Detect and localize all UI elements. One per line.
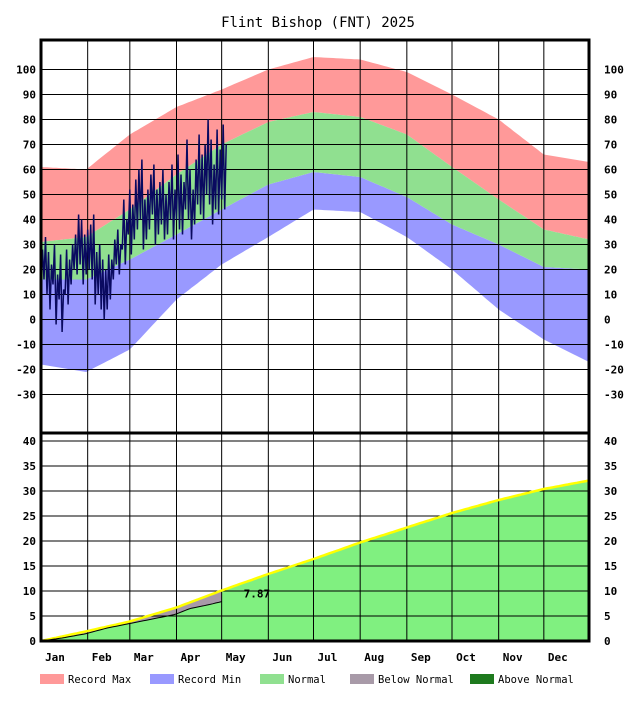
month-label: Aug [364, 651, 384, 664]
precip-tick-label-right: 35 [604, 460, 617, 473]
temp-tick-label-left: 30 [23, 239, 36, 252]
legend-label: Above Normal [498, 674, 574, 686]
temp-tick-label-left: 70 [23, 139, 36, 152]
month-label: May [226, 651, 246, 664]
precip-tick-label-left: 15 [23, 560, 36, 573]
temp-tick-label-left: 40 [23, 214, 36, 227]
temp-tick-label-left: 20 [23, 264, 36, 277]
month-label: Apr [181, 651, 201, 664]
legend-label: Below Normal [378, 674, 454, 686]
temp-tick-label-left: 100 [16, 64, 36, 77]
ytd-precip-annotation: 7.87 [244, 588, 271, 601]
temp-tick-label-left: -20 [16, 364, 36, 377]
precip-tick-label-left: 40 [23, 435, 36, 448]
precip-tick-label-left: 20 [23, 535, 36, 548]
month-label: Jul [318, 651, 338, 664]
temp-tick-label-right: 80 [604, 114, 617, 127]
legend-swatch [260, 674, 284, 684]
temp-tick-label-right: -20 [604, 364, 624, 377]
temp-tick-label-left: -30 [16, 389, 36, 402]
temp-tick-label-right: -30 [604, 389, 624, 402]
legend-label: Record Max [68, 674, 131, 686]
precip-tick-label-right: 5 [604, 610, 611, 623]
precip-tick-label-right: 20 [604, 535, 617, 548]
temp-tick-label-right: 30 [604, 239, 617, 252]
precip-tick-label-right: 10 [604, 585, 617, 598]
temp-tick-label-left: 0 [29, 314, 36, 327]
legend-swatch [470, 674, 494, 684]
month-label: Jun [272, 651, 292, 664]
precip-tick-label-left: 35 [23, 460, 36, 473]
precip-tick-label-left: 25 [23, 510, 36, 523]
legend-swatch [40, 674, 64, 684]
precip-y-ticks-right: 40 35 30 25 20 15 10 5 0 [604, 435, 617, 648]
temp-tick-label-right: 0 [604, 314, 611, 327]
temp-tick-label-right: 10 [604, 289, 617, 302]
temp-tick-label-left: 80 [23, 114, 36, 127]
precip-tick-label-left: 5 [29, 610, 36, 623]
precip-tick-label-left: 10 [23, 585, 36, 598]
temp-tick-label-right: -10 [604, 339, 624, 352]
temp-tick-label-right: 40 [604, 214, 617, 227]
month-label: Mar [134, 651, 154, 664]
month-label: Dec [548, 651, 568, 664]
precip-tick-label-left: 30 [23, 485, 36, 498]
normal-precip-edge [40, 479, 590, 643]
legend-label: Record Min [178, 674, 241, 686]
temp-tick-label-left: -10 [16, 339, 36, 352]
observed-precip-line [40, 601, 222, 642]
temp-tick-label-right: 70 [604, 139, 617, 152]
precip-tick-label-left: 0 [29, 635, 36, 648]
record-min-band [41, 172, 589, 372]
temp-tick-label-right: 100 [604, 64, 624, 77]
precip-tick-label-right: 15 [604, 560, 617, 573]
legend-swatch [150, 674, 174, 684]
precip-plot-frame [39, 431, 591, 643]
precip-y-ticks-left: 40 35 30 25 20 15 10 5 0 [23, 435, 36, 648]
month-label: Sep [411, 651, 431, 664]
precip-tick-label-right: 0 [604, 635, 611, 648]
precip-tick-label-right: 30 [604, 485, 617, 498]
month-labels: Jan Feb Mar Apr May Jun Jul Aug Sep Oct Nov Dec [45, 651, 568, 664]
month-label: Feb [92, 651, 112, 664]
precipitation-panel: 7.87 40 35 30 25 20 15 10 5 0 40 35 30 25 20 15 10 5 0 [23, 431, 617, 648]
observed-temperature-series [40, 119, 227, 333]
chart-title: Flint Bishop (FNT) 2025 [221, 15, 415, 31]
temp-tick-label-right: 20 [604, 264, 617, 277]
legend-swatch [350, 674, 374, 684]
month-label: Nov [503, 651, 523, 664]
temp-tick-label-left: 90 [23, 89, 36, 102]
temp-tick-label-left: 50 [23, 189, 36, 202]
precip-tick-label-right: 25 [604, 510, 617, 523]
temp-tick-label-right: 60 [604, 164, 617, 177]
month-label: Oct [456, 651, 476, 664]
legend-label: Normal [288, 674, 326, 686]
temp-tick-label-left: 10 [23, 289, 36, 302]
precip-tick-label-right: 40 [604, 435, 617, 448]
temp-tick-label-right: 90 [604, 89, 617, 102]
month-label: Jan [45, 651, 65, 664]
legend: Record Max Record Min Normal Below Normal Ab… [40, 674, 574, 686]
temp-tick-label-left: 60 [23, 164, 36, 177]
temp-tick-label-right: 50 [604, 189, 617, 202]
